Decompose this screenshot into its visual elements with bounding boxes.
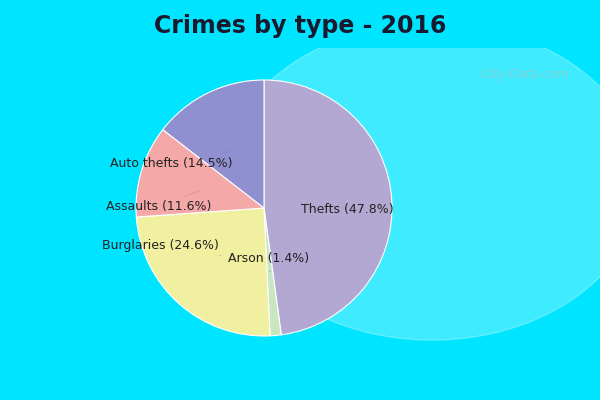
- Text: Thefts (47.8%): Thefts (47.8%): [301, 203, 394, 216]
- Wedge shape: [264, 80, 392, 335]
- Wedge shape: [264, 208, 281, 336]
- Text: Burglaries (24.6%): Burglaries (24.6%): [103, 239, 221, 256]
- Ellipse shape: [222, 23, 600, 340]
- Wedge shape: [136, 130, 264, 217]
- Text: Arson (1.4%): Arson (1.4%): [228, 252, 309, 272]
- Text: City-Data.com: City-Data.com: [480, 68, 569, 81]
- Wedge shape: [163, 80, 264, 208]
- Text: Assaults (11.6%): Assaults (11.6%): [106, 190, 211, 213]
- Wedge shape: [136, 208, 270, 336]
- Text: Crimes by type - 2016: Crimes by type - 2016: [154, 14, 446, 38]
- Text: Auto thefts (14.5%): Auto thefts (14.5%): [110, 151, 233, 170]
